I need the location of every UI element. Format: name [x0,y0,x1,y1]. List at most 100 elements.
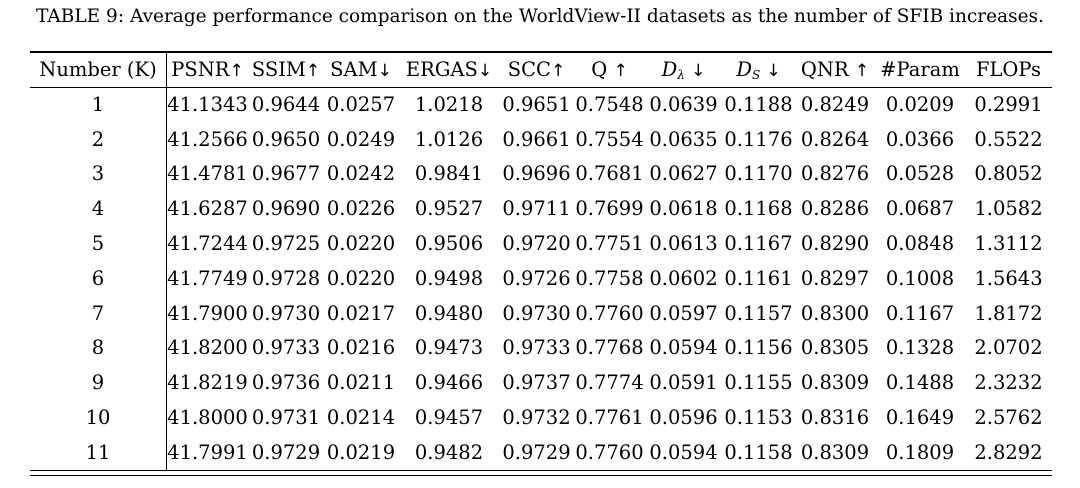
cell-psnr: 41.7244 [167,232,248,256]
cell-param: 0.1488 [885,371,955,395]
header-q: Q ↑ [591,58,628,81]
cell-d-s: 0.1168 [724,197,793,221]
table-row: 3 41.4781 0.9677 0.0242 0.9841 0.9696 0.7681 0.… [30,157,1052,192]
cell-flops: 0.5522 [974,127,1043,151]
cell-k: 11 [85,440,111,464]
cell-scc: 0.9651 [502,92,571,116]
cell-psnr: 41.8200 [167,336,248,360]
header-psnr: PSNR↑ [171,58,244,81]
cell-ergas: 0.9498 [414,266,484,290]
cell-param: 0.1167 [885,301,955,325]
cell-ergas: 1.0218 [414,92,484,116]
cell-param: 0.1008 [885,266,955,290]
cell-ergas: 0.9473 [414,336,484,360]
cell-d-s: 0.1167 [724,232,793,256]
cell-sam: 0.0257 [326,92,396,116]
cell-q: 0.7760 [575,301,644,325]
cell-d-s: 0.1153 [724,406,793,430]
cell-flops: 1.0582 [974,197,1043,221]
table-row: 9 41.8219 0.9736 0.0211 0.9466 0.9737 0.7774 0.… [30,365,1052,400]
cell-param: 0.0209 [885,92,955,116]
cell-sam: 0.0219 [326,440,396,464]
cell-qnr: 0.8249 [800,92,870,116]
header-number-k: Number (K) [39,58,157,81]
cell-k: 7 [91,301,105,325]
cell-flops: 1.5643 [974,266,1043,290]
cell-d-lambda: 0.0597 [649,301,718,325]
cell-scc: 0.9737 [502,371,571,395]
cell-k: 9 [91,371,105,395]
cell-k: 6 [91,266,105,290]
cell-k: 5 [91,232,105,256]
cell-param: 0.1328 [885,336,955,360]
cell-ssim: 0.9644 [251,92,321,116]
table-row: 10 41.8000 0.9731 0.0214 0.9457 0.9732 0.7761 0… [30,400,1052,435]
cell-psnr: 41.2566 [167,127,248,151]
cell-d-s: 0.1158 [724,440,793,464]
cell-ergas: 0.9457 [414,406,484,430]
header-flops: FLOPs [975,58,1042,81]
cell-qnr: 0.8316 [800,406,870,430]
cell-d-s: 0.1188 [724,92,793,116]
cell-ergas: 0.9482 [414,440,484,464]
cell-k: 3 [91,162,105,186]
cell-q: 0.7761 [575,406,644,430]
cell-ergas: 0.9480 [414,301,484,325]
cell-ergas: 0.9841 [414,162,484,186]
cell-param: 0.1649 [885,406,955,430]
cell-psnr: 41.7900 [167,301,248,325]
cell-q: 0.7774 [575,371,644,395]
cell-sam: 0.0220 [326,266,396,290]
cell-flops: 1.3112 [974,232,1043,256]
cell-d-s: 0.1157 [724,301,793,325]
cell-psnr: 41.7991 [167,440,248,464]
cell-psnr: 41.1343 [167,92,248,116]
cell-k: 1 [91,92,105,116]
cell-ssim: 0.9733 [251,336,321,360]
cell-psnr: 41.7749 [167,266,248,290]
table-column-divider [166,52,167,470]
header-param: #Param [880,58,960,81]
cell-scc: 0.9730 [502,301,571,325]
cell-sam: 0.0242 [326,162,396,186]
cell-d-lambda: 0.0594 [649,336,718,360]
cell-flops: 2.5762 [974,406,1043,430]
table-top-rule [30,51,1052,53]
cell-scc: 0.9661 [502,127,571,151]
cell-qnr: 0.8286 [800,197,870,221]
table-row: 8 41.8200 0.9733 0.0216 0.9473 0.9733 0.7768 0.… [30,331,1052,366]
cell-flops: 0.2991 [974,92,1043,116]
cell-qnr: 0.8290 [800,232,870,256]
header-ssim: SSIM↑ [251,58,321,81]
cell-d-lambda: 0.0594 [649,440,718,464]
cell-ssim: 0.9730 [251,301,321,325]
cell-flops: 2.3232 [974,371,1043,395]
cell-sam: 0.0211 [326,371,396,395]
cell-ergas: 0.9466 [414,371,484,395]
cell-d-s: 0.1161 [724,266,793,290]
cell-d-lambda: 0.0627 [649,162,718,186]
cell-scc: 0.9729 [502,440,571,464]
cell-qnr: 0.8305 [800,336,870,360]
cell-qnr: 0.8297 [800,266,870,290]
cell-d-lambda: 0.0639 [649,92,718,116]
cell-q: 0.7768 [575,336,644,360]
cell-k: 8 [91,336,105,360]
cell-scc: 0.9711 [502,197,571,221]
table-row: 2 41.2566 0.9650 0.0249 1.0126 0.9661 0.7554 0.… [30,122,1052,157]
cell-sam: 0.0214 [326,406,396,430]
table-row: 5 41.7244 0.9725 0.0220 0.9506 0.9720 0.7751 0.… [30,226,1052,261]
cell-k: 2 [91,127,105,151]
cell-ssim: 0.9728 [251,266,321,290]
caption-text: Average performance comparison on the Wo… [129,6,1044,27]
cell-ssim: 0.9650 [251,127,321,151]
cell-d-s: 0.1156 [724,336,793,360]
cell-q: 0.7758 [575,266,644,290]
cell-param: 0.0366 [885,127,955,151]
cell-qnr: 0.8309 [800,371,870,395]
caption-label: TABLE 9: [36,6,125,27]
cell-qnr: 0.8264 [800,127,870,151]
cell-psnr: 41.6287 [167,197,248,221]
table-row: 1 41.1343 0.9644 0.0257 1.0218 0.9651 0.7548 0.… [30,87,1052,122]
